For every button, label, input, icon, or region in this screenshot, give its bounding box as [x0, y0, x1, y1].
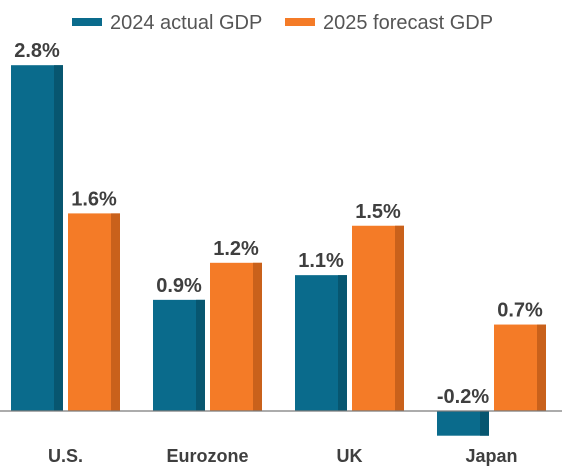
bar-u-s-2024-actual-gdp	[11, 65, 63, 411]
chart-category-labels: U.S. Eurozone UK Japan	[48, 446, 518, 466]
value-label-u-s-2024-actual-gdp: 2.8%	[14, 40, 60, 62]
bar-side-shade	[111, 213, 120, 411]
bar-uk-2025-forecast-gdp	[352, 225, 404, 411]
bar-u-s-2025-forecast-gdp	[68, 213, 120, 411]
bar-eurozone-2024-actual-gdp	[153, 299, 205, 411]
value-label-eurozone-2024-actual-gdp: 0.9%	[156, 275, 202, 297]
legend-label-2024-actual-gdp: 2024 actual GDP	[110, 12, 262, 34]
chart-bars	[11, 65, 546, 436]
category-label-japan: Japan	[465, 446, 517, 466]
chart-value-labels: 2.8% 1.6% 0.9% 1.2% 1.1% 1.5% -0.2% 0.7%	[14, 40, 543, 408]
value-label-uk-2024-actual-gdp: 1.1%	[298, 250, 344, 272]
bar-uk-2024-actual-gdp	[295, 275, 347, 411]
bar-side-shade	[253, 262, 262, 411]
chart-legend: 2024 actual GDP 2025 forecast GDP	[72, 12, 493, 34]
bar-eurozone-2025-forecast-gdp	[210, 262, 262, 411]
value-label-japan-2024-actual-gdp: -0.2%	[437, 386, 489, 408]
value-label-u-s-2025-forecast-gdp: 1.6%	[71, 188, 117, 210]
value-label-eurozone-2025-forecast-gdp: 1.2%	[213, 238, 259, 260]
legend-label-2025-forecast-gdp: 2025 forecast GDP	[323, 12, 493, 34]
bar-side-shade	[196, 299, 205, 411]
category-label-uk: UK	[337, 446, 363, 466]
legend-swatch-2024-actual-gdp	[72, 18, 102, 26]
legend-swatch-2025-forecast-gdp	[285, 18, 315, 26]
bar-side-shade	[395, 225, 404, 411]
bar-side-shade	[54, 65, 63, 411]
category-label-u-s: U.S.	[48, 446, 83, 466]
category-label-eurozone: Eurozone	[166, 446, 248, 466]
bar-side-shade	[338, 275, 347, 411]
value-label-uk-2025-forecast-gdp: 1.5%	[355, 201, 401, 223]
bar-japan-2024-actual-gdp	[437, 411, 489, 436]
bar-japan-2025-forecast-gdp	[494, 324, 546, 411]
value-label-japan-2025-forecast-gdp: 0.7%	[497, 300, 543, 322]
bar-side-shade	[480, 411, 489, 436]
bar-side-shade	[537, 324, 546, 411]
